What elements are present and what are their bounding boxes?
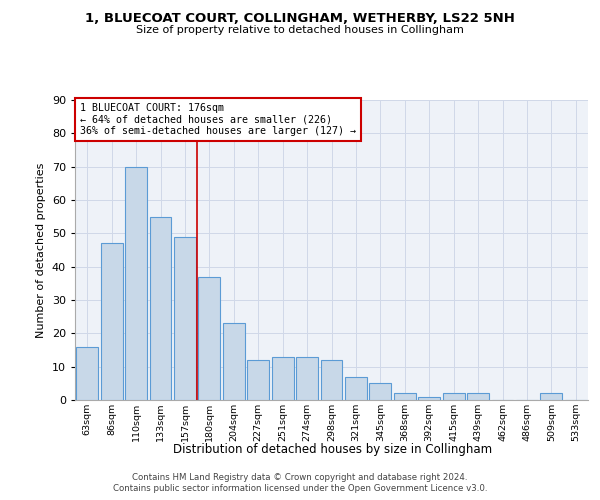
Bar [174, 236, 196, 400]
Bar [149, 216, 172, 400]
Bar [320, 360, 343, 400]
Text: Contains HM Land Registry data © Crown copyright and database right 2024.: Contains HM Land Registry data © Crown c… [132, 472, 468, 482]
Bar [296, 356, 318, 400]
Bar [345, 376, 367, 400]
Bar [125, 166, 147, 400]
Bar [272, 356, 293, 400]
Y-axis label: Number of detached properties: Number of detached properties [36, 162, 46, 338]
Text: Distribution of detached houses by size in Collingham: Distribution of detached houses by size … [173, 442, 493, 456]
Bar [247, 360, 269, 400]
Bar [541, 394, 562, 400]
Bar [443, 394, 464, 400]
Bar [223, 324, 245, 400]
Text: 1 BLUECOAT COURT: 176sqm
← 64% of detached houses are smaller (226)
36% of semi-: 1 BLUECOAT COURT: 176sqm ← 64% of detach… [80, 103, 356, 136]
Text: 1, BLUECOAT COURT, COLLINGHAM, WETHERBY, LS22 5NH: 1, BLUECOAT COURT, COLLINGHAM, WETHERBY,… [85, 12, 515, 26]
Bar [76, 346, 98, 400]
Bar [101, 244, 122, 400]
Bar [370, 384, 391, 400]
Text: Contains public sector information licensed under the Open Government Licence v3: Contains public sector information licen… [113, 484, 487, 493]
Bar [418, 396, 440, 400]
Bar [199, 276, 220, 400]
Text: Size of property relative to detached houses in Collingham: Size of property relative to detached ho… [136, 25, 464, 35]
Bar [467, 394, 489, 400]
Bar [394, 394, 416, 400]
